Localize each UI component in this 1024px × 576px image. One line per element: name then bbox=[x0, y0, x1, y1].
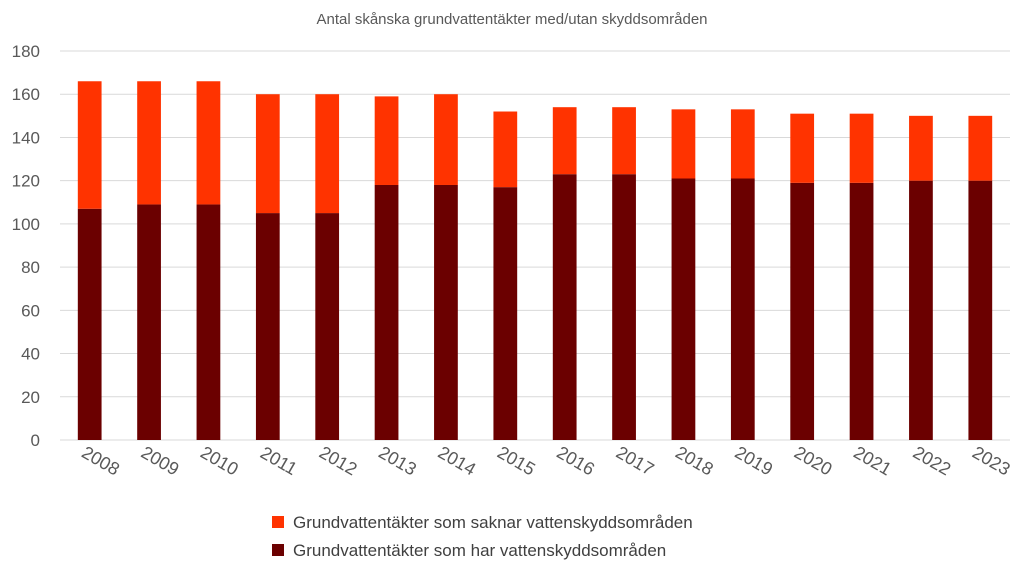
bar-segment-with-protection bbox=[730, 178, 755, 440]
x-tick-label: 2008 bbox=[78, 442, 123, 479]
y-tick-label: 160 bbox=[12, 85, 40, 104]
x-tick-label: 2011 bbox=[257, 442, 301, 479]
legend-label: Grundvattentäkter som har vattenskyddsom… bbox=[293, 541, 666, 560]
x-tick-label: 2014 bbox=[435, 442, 480, 479]
bar-segment-without-protection bbox=[77, 81, 102, 209]
bar-segment-without-protection bbox=[671, 109, 696, 179]
x-tick-label: 2020 bbox=[791, 442, 836, 479]
bar-segment-with-protection bbox=[255, 213, 280, 440]
y-tick-label: 180 bbox=[12, 42, 40, 61]
legend-swatch bbox=[272, 544, 284, 556]
x-tick-label: 2015 bbox=[494, 442, 539, 479]
bar-segment-with-protection bbox=[315, 213, 340, 440]
x-tick-label: 2023 bbox=[969, 442, 1014, 479]
bar-segment-without-protection bbox=[552, 107, 577, 175]
legend: Grundvattentäkter som saknar vattenskydd… bbox=[272, 513, 693, 560]
y-tick-label: 120 bbox=[12, 172, 40, 191]
bar-segment-with-protection bbox=[790, 182, 815, 441]
bar-segment-without-protection bbox=[849, 113, 874, 183]
y-tick-label: 20 bbox=[21, 388, 40, 407]
bar-segment-with-protection bbox=[552, 174, 577, 440]
x-tick-label: 2018 bbox=[672, 442, 717, 479]
x-tick-label: 2022 bbox=[910, 442, 955, 479]
y-tick-label: 80 bbox=[21, 258, 40, 277]
y-tick-label: 60 bbox=[21, 301, 40, 320]
x-tick-label: 2017 bbox=[613, 442, 658, 479]
bar-segment-with-protection bbox=[434, 184, 458, 440]
legend-label: Grundvattentäkter som saknar vattenskydd… bbox=[293, 513, 693, 532]
bar-segment-with-protection bbox=[671, 178, 696, 440]
bar-segment-with-protection bbox=[909, 180, 933, 440]
bar-segment-without-protection bbox=[434, 94, 458, 185]
bar-segment-without-protection bbox=[790, 113, 815, 183]
bar-segment-without-protection bbox=[909, 115, 933, 181]
chart-title: Antal skånska grundvattentäkter med/utan… bbox=[316, 11, 707, 28]
x-axis-ticks: 2008 2009 2010 2011 2012 2013 2014 2015 2016 2017… bbox=[78, 442, 1013, 479]
y-tick-label: 140 bbox=[12, 128, 40, 147]
bar-segment-without-protection bbox=[255, 94, 280, 214]
bar-segment-with-protection bbox=[137, 204, 161, 440]
legend-swatch bbox=[272, 516, 284, 528]
bar-segment-without-protection bbox=[493, 111, 518, 188]
x-tick-label: 2016 bbox=[553, 442, 598, 479]
x-tick-label: 2012 bbox=[316, 442, 361, 479]
bar-segment-with-protection bbox=[196, 204, 221, 440]
bar-segment-without-protection bbox=[374, 96, 399, 185]
bar-segment-with-protection bbox=[849, 182, 874, 441]
bar-segment-with-protection bbox=[493, 187, 518, 440]
bar-segment-without-protection bbox=[730, 109, 755, 179]
bar-segment-without-protection bbox=[196, 81, 221, 205]
y-tick-label: 100 bbox=[12, 215, 40, 234]
y-tick-label: 40 bbox=[21, 345, 40, 364]
x-tick-label: 2009 bbox=[138, 442, 183, 479]
bar-segment-with-protection bbox=[968, 180, 993, 440]
y-tick-label: 0 bbox=[31, 431, 40, 450]
bar-segment-without-protection bbox=[612, 107, 636, 175]
bar-segment-with-protection bbox=[77, 208, 102, 440]
x-tick-label: 2021 bbox=[850, 442, 895, 479]
y-axis-ticks: 0 20 40 60 80 100 120 140 160 180 bbox=[12, 42, 40, 450]
bars bbox=[77, 81, 993, 441]
bar-segment-without-protection bbox=[968, 115, 993, 181]
x-tick-label: 2013 bbox=[375, 442, 420, 479]
x-tick-label: 2019 bbox=[731, 442, 776, 479]
x-tick-label: 2010 bbox=[197, 442, 242, 479]
bar-segment-with-protection bbox=[612, 174, 636, 440]
bar-segment-with-protection bbox=[374, 184, 399, 440]
bar-segment-without-protection bbox=[315, 94, 340, 214]
bar-segment-without-protection bbox=[137, 81, 161, 205]
